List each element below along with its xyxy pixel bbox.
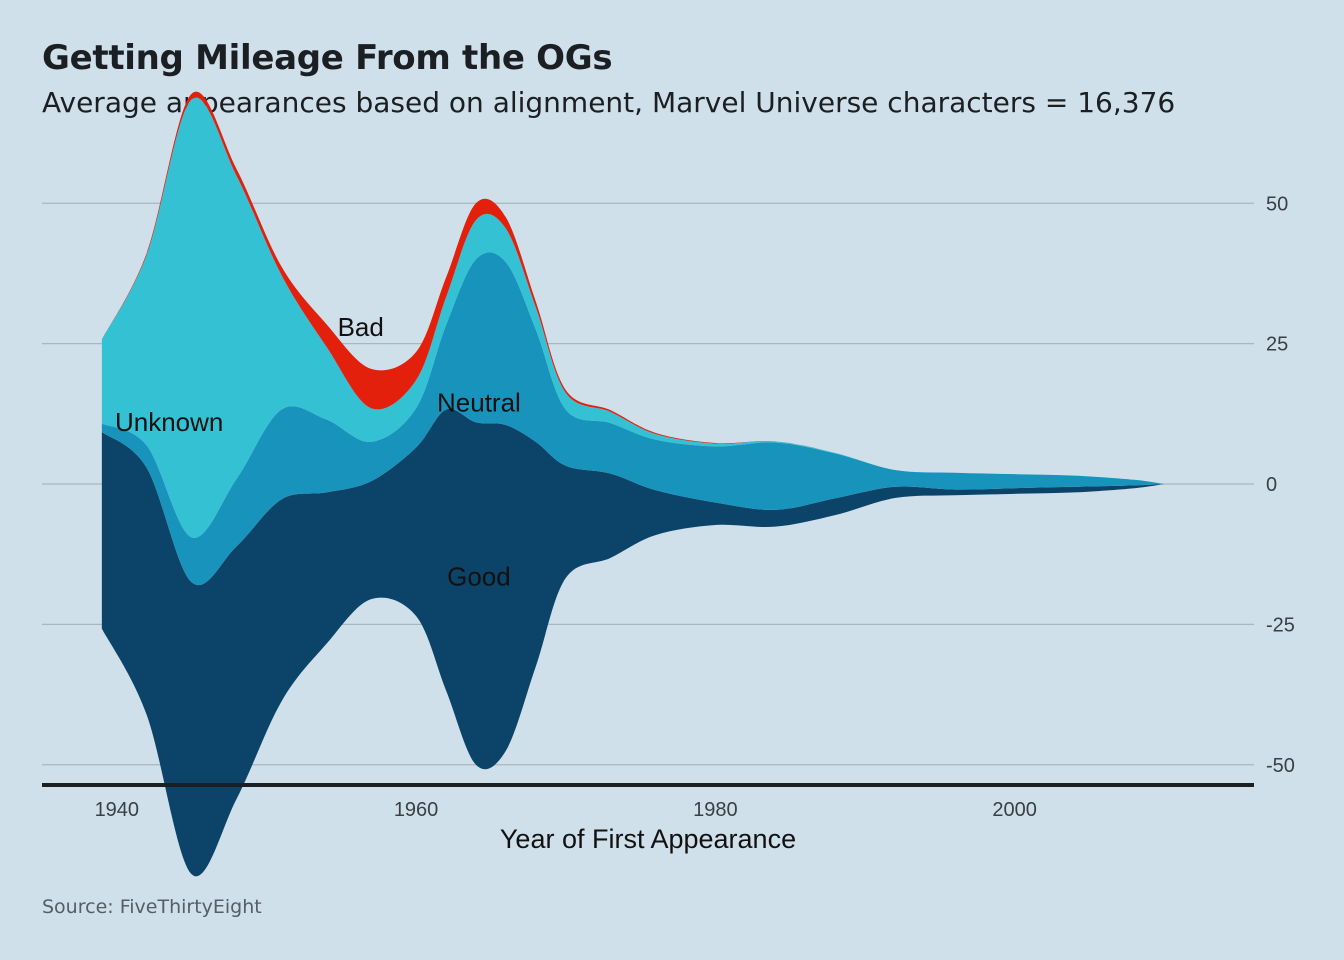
chart-title: Getting Mileage From the OGs: [42, 38, 613, 78]
x-tick-label: 1980: [693, 799, 738, 821]
x-tick-label: 1960: [394, 799, 439, 821]
area-label-bad: Bad: [338, 312, 384, 342]
chart-subtitle: Average appearances based on alignment, …: [42, 86, 1176, 119]
y-tick-label: 50: [1266, 193, 1288, 215]
y-tick-label: 0: [1266, 474, 1277, 496]
series-area-bad: [101, 91, 1165, 484]
series-area-unknown: [101, 97, 1165, 538]
area-label-good: Good: [447, 562, 511, 592]
axis-layer: 50 25 0 -25 -50 1940 1960 1980 2000 Year of First…: [42, 193, 1295, 854]
y-tick-label: -25: [1266, 614, 1295, 636]
x-tick-label: 1940: [95, 799, 140, 821]
x-axis-title: Year of First Appearance: [500, 824, 796, 854]
series-area-neutral: [101, 252, 1165, 586]
y-tick-label: 25: [1266, 334, 1288, 356]
source-note: Source: FiveThirtyEight: [42, 896, 262, 918]
series-area-good: [101, 408, 1165, 877]
x-tick-label: 2000: [992, 799, 1037, 821]
annotation-layer: Unknown Bad Neutral Good: [115, 312, 521, 592]
area-label-unknown: Unknown: [115, 407, 223, 437]
series-layer: [101, 91, 1165, 877]
area-label-neutral: Neutral: [437, 388, 521, 418]
y-tick-label: -50: [1266, 755, 1295, 777]
